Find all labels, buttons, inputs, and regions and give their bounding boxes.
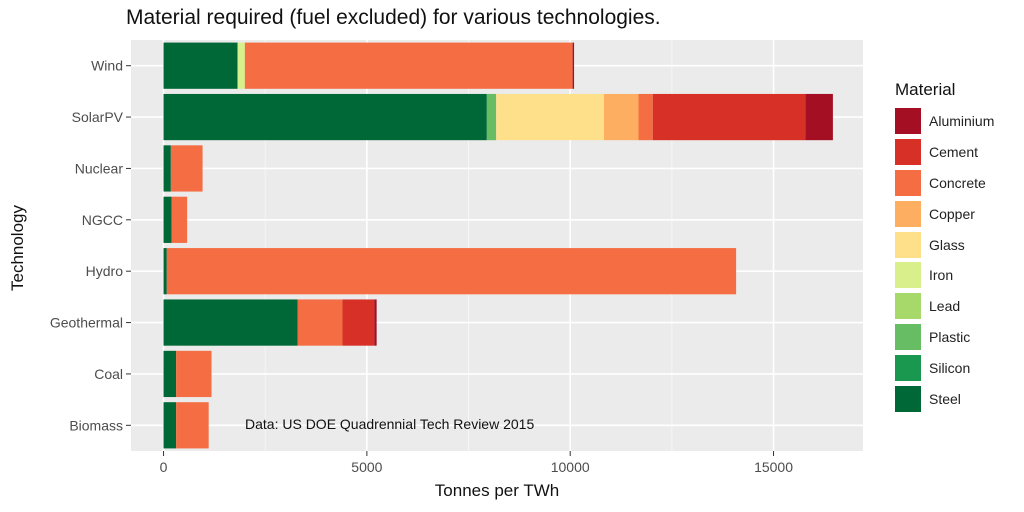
legend-title: Material bbox=[895, 80, 956, 99]
legend-item-copper: Copper bbox=[895, 198, 994, 229]
legend-item-aluminium: Aluminium bbox=[895, 106, 994, 137]
legend-swatch bbox=[895, 385, 921, 412]
legend-item-glass: Glass bbox=[895, 229, 994, 260]
bar-coal-steel bbox=[163, 350, 177, 398]
bar-solarpv-copper bbox=[603, 93, 639, 141]
legend-item-lead: Lead bbox=[895, 291, 994, 322]
bar-biomass-concrete bbox=[176, 402, 209, 449]
legend-item-cement: Cement bbox=[895, 137, 994, 168]
legend-label: Aluminium bbox=[929, 113, 995, 130]
bar-ngcc-concrete bbox=[171, 196, 188, 243]
legend-item-plastic: Plastic bbox=[895, 322, 994, 353]
bar-geothermal-cement bbox=[342, 299, 375, 346]
y-tick-label: Coal bbox=[94, 366, 123, 382]
legend-label: Cement bbox=[929, 144, 979, 161]
y-tick-label: Hydro bbox=[86, 263, 124, 279]
bar-solarpv-plastic bbox=[486, 93, 497, 141]
bar-ngcc-steel bbox=[163, 196, 172, 243]
legend-item-steel: Steel bbox=[895, 383, 994, 414]
x-tick-label: 15000 bbox=[754, 459, 793, 475]
legend-swatch bbox=[895, 354, 921, 381]
bar-wind-aluminium bbox=[572, 42, 575, 89]
legend-swatch bbox=[895, 169, 921, 196]
chart-title: Material required (fuel excluded) for va… bbox=[126, 6, 661, 29]
legend-swatch bbox=[895, 200, 921, 227]
bar-solarpv-steel bbox=[163, 93, 487, 141]
legend-swatch bbox=[895, 139, 921, 166]
bar-geothermal-concrete bbox=[297, 299, 343, 346]
legend: Material Aluminium Cement Concrete Copper Gl… bbox=[895, 80, 994, 414]
bar-hydro-concrete bbox=[166, 248, 737, 295]
legend-swatch bbox=[895, 108, 921, 135]
x-axis-label: Tonnes per TWh bbox=[434, 481, 560, 500]
bar-solarpv-aluminium bbox=[805, 93, 833, 141]
legend-label: Silicon bbox=[929, 359, 971, 376]
legend-item-iron: Iron bbox=[895, 260, 994, 291]
bar-nuclear-steel bbox=[163, 145, 171, 192]
bar-solarpv-glass bbox=[496, 93, 604, 141]
legend-label: Plastic bbox=[929, 328, 971, 345]
bar-biomass-steel bbox=[163, 402, 177, 449]
bar-nuclear-concrete bbox=[170, 145, 203, 192]
legend-swatch bbox=[895, 323, 921, 350]
y-tick-label: NGCC bbox=[82, 212, 123, 228]
legend-swatch bbox=[895, 293, 921, 320]
legend-label: Glass bbox=[929, 236, 965, 253]
bar-coal-concrete bbox=[176, 350, 212, 398]
bar-hydro-steel bbox=[163, 248, 167, 295]
bar-geothermal-steel bbox=[163, 299, 298, 346]
y-tick-label: SolarPV bbox=[72, 109, 124, 125]
legend-label: Steel bbox=[929, 390, 961, 407]
legend-item-silicon: Silicon bbox=[895, 352, 994, 383]
bar-wind-steel bbox=[163, 42, 238, 89]
legend-item-concrete: Concrete bbox=[895, 168, 994, 199]
legend-label: Concrete bbox=[929, 174, 986, 191]
y-tick-label: Nuclear bbox=[75, 160, 124, 176]
bar-solarpv-cement bbox=[652, 93, 806, 141]
x-tick-label: 10000 bbox=[551, 459, 590, 475]
y-tick-label: Biomass bbox=[69, 417, 123, 433]
legend-swatch bbox=[895, 262, 921, 289]
data-source-note: Data: US DOE Quadrennial Tech Review 201… bbox=[245, 416, 535, 432]
legend-swatch bbox=[895, 231, 921, 258]
legend-label: Iron bbox=[929, 267, 954, 284]
y-tick-label: Wind bbox=[91, 58, 123, 74]
bar-geothermal-aluminium bbox=[374, 299, 377, 346]
x-tick-label: 0 bbox=[160, 459, 168, 475]
bar-solarpv-concrete bbox=[638, 93, 653, 141]
x-tick-label: 5000 bbox=[351, 459, 382, 475]
legend-label: Copper bbox=[929, 205, 975, 222]
legend-label: Lead bbox=[929, 298, 961, 315]
y-tick-label: Geothermal bbox=[50, 315, 123, 331]
bar-wind-concrete bbox=[244, 42, 573, 89]
bar-wind-iron bbox=[237, 42, 245, 89]
